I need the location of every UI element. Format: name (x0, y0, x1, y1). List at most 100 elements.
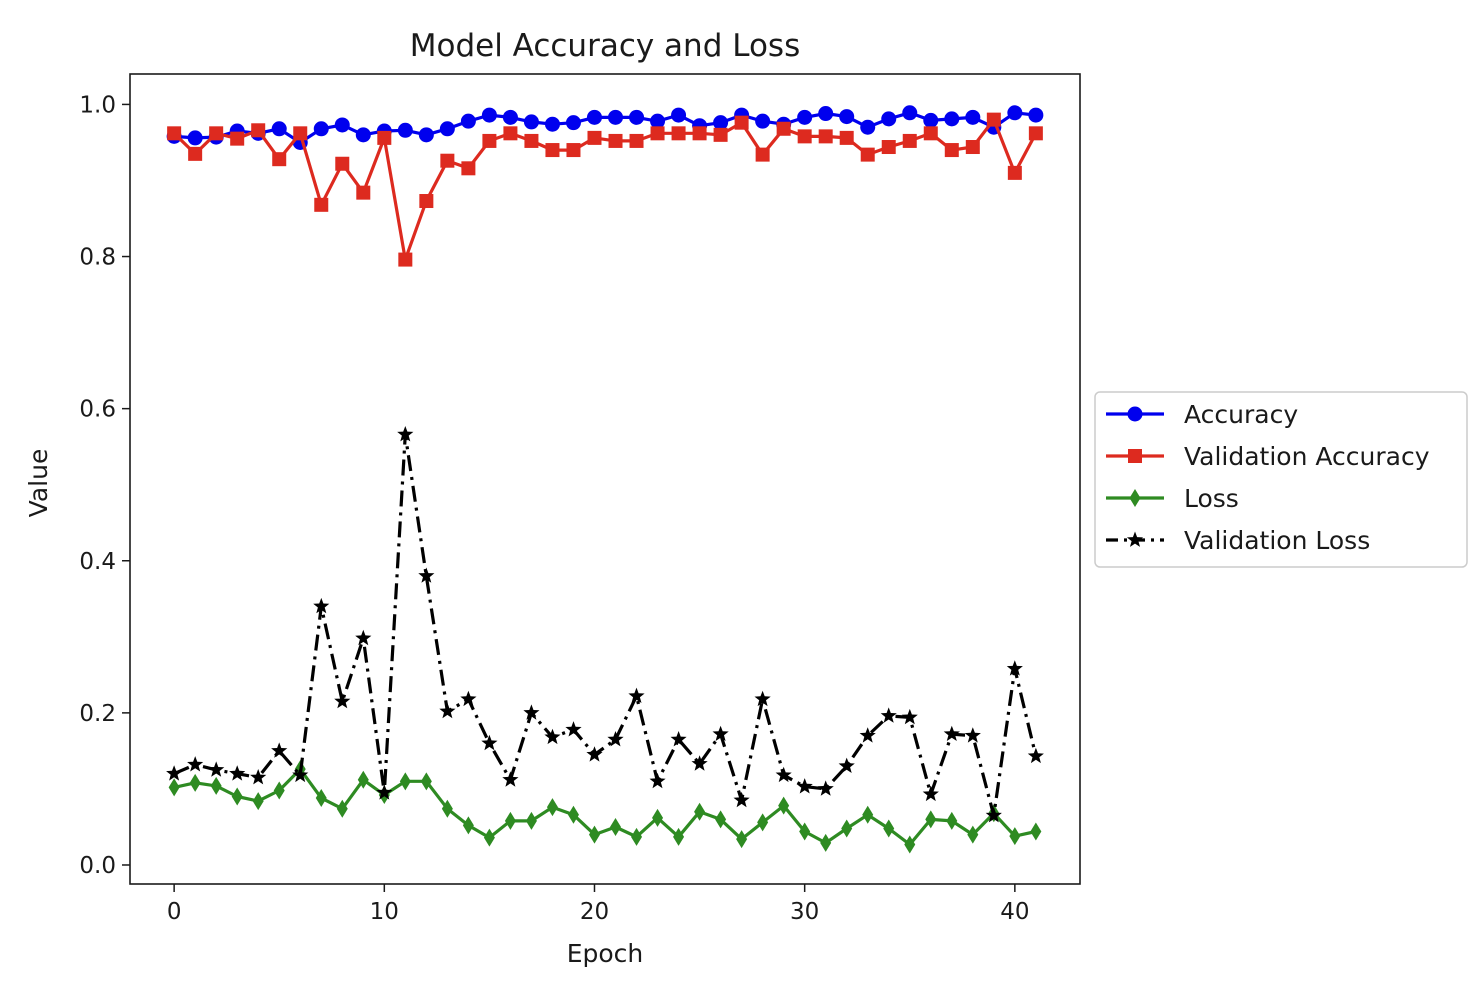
data-point-loss (315, 789, 327, 808)
data-point-accuracy (650, 113, 666, 129)
data-point-validation-loss (607, 731, 624, 747)
data-point-validation-accuracy (776, 121, 791, 136)
data-point-accuracy (755, 113, 771, 129)
data-point-validation-accuracy (419, 194, 434, 209)
data-point-accuracy (881, 111, 897, 127)
data-point-loss (252, 792, 264, 811)
data-point-validation-loss (397, 426, 414, 442)
data-point-validation-loss (985, 807, 1002, 823)
data-point-accuracy (586, 109, 602, 125)
data-point-validation-loss (313, 597, 330, 614)
legend-label: Validation Loss (1184, 526, 1370, 555)
data-point-loss (652, 808, 664, 827)
data-point-loss (273, 781, 285, 800)
data-point-validation-loss (418, 567, 435, 583)
data-point-validation-loss (943, 725, 960, 741)
data-point-validation-accuracy (986, 112, 1001, 127)
legend-label: Loss (1184, 484, 1239, 513)
plot-frame (129, 73, 1081, 885)
data-point-validation-loss (460, 690, 477, 707)
data-point-validation-accuracy (587, 130, 602, 145)
data-point-validation-accuracy (566, 143, 581, 158)
series-line-validation-loss (173, 432, 1038, 818)
data-point-loss (546, 798, 558, 817)
data-point-validation-accuracy (671, 126, 686, 141)
data-point-accuracy (965, 109, 981, 125)
data-point-loss (1030, 822, 1042, 841)
series-validation-loss (166, 426, 1044, 823)
data-point-validation-accuracy (797, 129, 812, 144)
data-point-validation-loss (691, 755, 708, 771)
data-point-validation-accuracy (713, 127, 728, 142)
data-point-validation-loss (355, 629, 372, 646)
data-point-validation-loss (523, 704, 540, 720)
legend-item-validation-loss: Validation Loss (1106, 526, 1370, 555)
data-point-validation-accuracy (356, 185, 371, 200)
data-point-validation-loss (376, 784, 393, 800)
data-point-validation-loss (838, 757, 855, 773)
series-layer (166, 105, 1044, 854)
x-tick-label: 0 (167, 899, 182, 925)
legend-box (1094, 391, 1468, 568)
data-point-accuracy (565, 115, 581, 131)
data-point-validation-accuracy (209, 126, 224, 141)
data-point-validation-loss (187, 756, 204, 772)
data-point-validation-loss (439, 702, 456, 719)
data-point-validation-loss (334, 693, 351, 709)
legend-marker (1129, 489, 1141, 507)
x-tick-label: 30 (790, 899, 819, 925)
y-axis: 0.0 0.2 0.4 0.6 0.8 1.0 (79, 92, 130, 879)
data-point-loss (946, 811, 958, 830)
data-point-loss (925, 810, 937, 829)
data-point-loss (715, 810, 727, 829)
y-axis-label: Value (24, 449, 53, 518)
data-point-accuracy (439, 121, 455, 137)
data-point-accuracy (902, 105, 918, 121)
x-tick-label: 10 (370, 899, 399, 925)
series-validation-accuracy (167, 112, 1043, 267)
data-point-validation-loss (901, 708, 918, 725)
data-point-validation-accuracy (608, 133, 623, 148)
y-tick-label: 0.6 (79, 397, 116, 423)
legend: Accuracy Validation Accuracy Loss Validatio… (1094, 391, 1468, 568)
data-point-accuracy (271, 121, 287, 137)
data-point-validation-loss (712, 725, 729, 741)
data-point-validation-accuracy (335, 156, 350, 171)
data-point-validation-loss (586, 746, 603, 762)
data-point-loss (736, 830, 748, 849)
data-point-validation-accuracy (272, 152, 287, 167)
data-point-validation-accuracy (482, 133, 497, 148)
data-point-validation-accuracy (293, 126, 308, 141)
data-point-validation-loss (292, 766, 309, 783)
data-point-validation-accuracy (839, 130, 854, 145)
data-point-accuracy (313, 121, 329, 137)
y-tick-label: 0.2 (79, 701, 116, 727)
data-point-loss (525, 811, 537, 830)
data-point-validation-accuracy (398, 252, 413, 267)
data-point-accuracy (544, 116, 560, 132)
data-point-loss (567, 805, 579, 824)
data-point-accuracy (355, 127, 371, 143)
data-point-accuracy (818, 106, 834, 122)
y-tick-label: 1.0 (79, 92, 116, 118)
data-point-loss (189, 773, 201, 792)
x-tick-label: 40 (1000, 899, 1029, 925)
data-point-loss (462, 816, 474, 835)
data-point-validation-accuracy (944, 143, 959, 158)
data-point-accuracy (460, 113, 476, 129)
data-point-validation-loss (964, 727, 981, 743)
data-point-validation-accuracy (692, 126, 707, 141)
data-point-validation-accuracy (1028, 126, 1043, 141)
data-point-validation-loss (250, 769, 267, 785)
data-point-accuracy (713, 115, 729, 131)
data-point-accuracy (671, 107, 687, 123)
data-point-validation-accuracy (251, 123, 266, 138)
legend-label: Validation Accuracy (1184, 442, 1430, 471)
x-tick-label: 20 (580, 899, 609, 925)
data-point-loss (336, 799, 348, 818)
data-point-loss (694, 802, 706, 821)
data-point-accuracy (187, 130, 203, 146)
data-point-validation-accuracy (755, 147, 770, 162)
data-point-loss (820, 833, 832, 852)
